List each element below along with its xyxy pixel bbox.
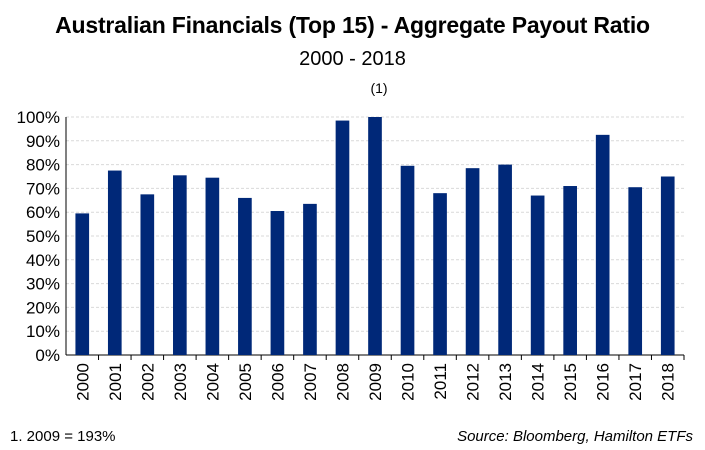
x-tick-label: 2016 xyxy=(594,363,613,401)
x-tick-label: 2003 xyxy=(171,363,190,401)
x-tick-label: 2010 xyxy=(399,363,418,401)
bar-2018 xyxy=(660,176,675,355)
x-tick-label: 2000 xyxy=(73,363,92,401)
bar-2012 xyxy=(465,168,480,355)
x-tick-label: 2001 xyxy=(106,363,125,401)
bar-2001 xyxy=(107,170,122,355)
bar-2011 xyxy=(433,193,447,355)
x-tick-label: 2013 xyxy=(496,363,515,401)
x-tick-label: 2008 xyxy=(333,363,352,401)
bar-2008 xyxy=(335,120,350,355)
x-tick-label: 2012 xyxy=(464,363,483,401)
y-tick-label: 10% xyxy=(26,322,60,341)
x-tick-label: 2017 xyxy=(626,363,645,401)
y-tick-label: 20% xyxy=(26,298,60,317)
footnote-text: 1. 2009 = 193% xyxy=(10,428,116,445)
bar-2009 xyxy=(368,117,382,355)
y-tick-label: 100% xyxy=(17,108,60,127)
bar-2003 xyxy=(173,175,187,355)
bar-2014 xyxy=(530,195,545,355)
y-tick-label: 60% xyxy=(26,203,60,222)
y-tick-label: 90% xyxy=(26,132,60,151)
source-text: Source: Bloomberg, Hamilton ETFs xyxy=(457,428,693,445)
x-tick-label: 2011 xyxy=(431,363,450,400)
y-tick-label: 0% xyxy=(35,346,60,365)
y-tick-label: 50% xyxy=(26,227,60,246)
bar-2017 xyxy=(628,187,643,355)
x-tick-label: 2005 xyxy=(236,363,255,401)
y-tick-label: 40% xyxy=(26,251,60,270)
x-tick-label: 2014 xyxy=(529,363,548,401)
bar-2005 xyxy=(238,197,252,355)
y-tick-label: 30% xyxy=(26,275,60,294)
chart-title: Australian Financials (Top 15) - Aggrega… xyxy=(55,12,650,38)
footnote-marker: (1) xyxy=(370,80,388,96)
bar-2007 xyxy=(303,203,317,355)
bar-2010 xyxy=(400,165,415,355)
bar-2013 xyxy=(498,164,512,355)
bar-2002 xyxy=(140,194,155,355)
x-tick-label: 2006 xyxy=(268,363,287,401)
x-tick-label: 2018 xyxy=(659,363,678,401)
bar-2000 xyxy=(75,213,90,355)
x-tick-label: 2007 xyxy=(301,363,320,401)
bar-2004 xyxy=(205,177,220,355)
y-tick-label: 80% xyxy=(26,156,60,175)
bar-2016 xyxy=(595,134,610,355)
x-tick-label: 2002 xyxy=(138,363,157,401)
bar-2006 xyxy=(270,211,285,355)
x-tick-label: 2004 xyxy=(203,363,222,401)
chart-subtitle: 2000 - 2018 xyxy=(299,48,406,70)
y-tick-label: 70% xyxy=(26,179,60,198)
bar-2015 xyxy=(563,186,577,355)
x-tick-label: 2009 xyxy=(366,363,385,401)
x-tick-label: 2015 xyxy=(561,363,580,401)
